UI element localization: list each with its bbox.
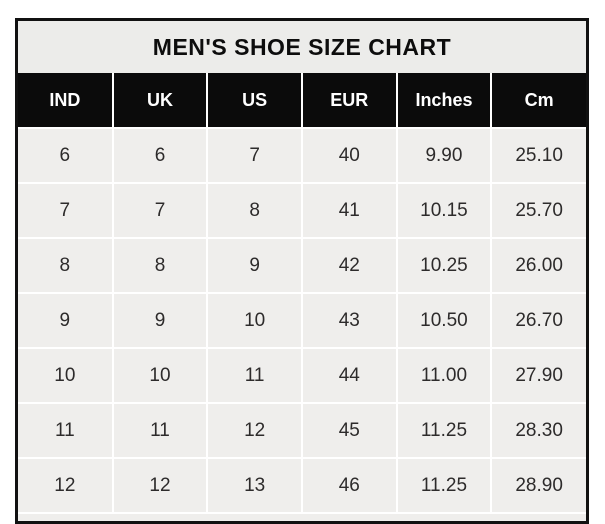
table-cell: 10.25 — [395, 237, 493, 294]
table-cell: 9 — [111, 292, 209, 349]
table-row: 12 12 13 46 11.25 28.90 — [18, 457, 586, 514]
table-cell: 10 — [206, 292, 303, 349]
header-row: IND UK US EUR Inches Cm — [18, 73, 586, 128]
table-row: 11 11 12 45 11.25 28.30 — [18, 402, 586, 459]
table-cell: 10 — [18, 347, 114, 404]
table-row: 7 7 8 41 10.15 25.70 — [18, 182, 586, 239]
table-cell: 28.90 — [490, 457, 586, 514]
column-header-inches: Inches — [395, 73, 493, 128]
table-cell: 12 — [111, 457, 209, 514]
table-cell: 28.30 — [490, 402, 586, 459]
table-cell: 26.70 — [490, 292, 586, 349]
table-cell: 11.25 — [395, 402, 493, 459]
table-cell: 10.50 — [395, 292, 493, 349]
table-cell: 43 — [300, 292, 398, 349]
column-header-ind: IND — [18, 73, 114, 128]
title-row: MEN'S SHOE SIZE CHART — [18, 21, 586, 73]
table-cell: 9.90 — [395, 127, 493, 184]
table-cell: 41 — [300, 182, 398, 239]
table-cell: 7 — [111, 182, 209, 239]
table-row: 8 8 9 42 10.25 26.00 — [18, 237, 586, 294]
table-cell: 9 — [206, 237, 303, 294]
table-cell: 40 — [300, 127, 398, 184]
table-row: 10 10 11 44 11.00 27.90 — [18, 347, 586, 404]
table-cell: 25.70 — [490, 182, 586, 239]
column-header-uk: UK — [111, 73, 209, 128]
table-cell: 11 — [18, 402, 114, 459]
spacer-row — [18, 512, 586, 521]
table-cell: 11.00 — [395, 347, 493, 404]
table-cell: 11 — [206, 347, 303, 404]
table-cell: 44 — [300, 347, 398, 404]
spacer-cell — [18, 512, 586, 521]
table-cell: 26.00 — [490, 237, 586, 294]
table-cell: 12 — [206, 402, 303, 459]
table-cell: 11 — [111, 402, 209, 459]
table-cell: 10 — [111, 347, 209, 404]
table-cell: 45 — [300, 402, 398, 459]
table-cell: 12 — [18, 457, 114, 514]
table-cell: 27.90 — [490, 347, 586, 404]
column-header-eur: EUR — [300, 73, 398, 128]
table-cell: 46 — [300, 457, 398, 514]
table-row: 6 6 7 40 9.90 25.10 — [18, 127, 586, 184]
table-cell: 9 — [18, 292, 114, 349]
table-cell: 25.10 — [490, 127, 586, 184]
table-cell: 6 — [111, 127, 209, 184]
table-cell: 6 — [18, 127, 114, 184]
table-cell: 11.25 — [395, 457, 493, 514]
column-header-us: US — [206, 73, 303, 128]
column-header-cm: Cm — [490, 73, 586, 128]
table-cell: 13 — [206, 457, 303, 514]
shoe-size-chart: MEN'S SHOE SIZE CHART IND UK US EUR Inch… — [15, 18, 589, 524]
table-cell: 8 — [18, 237, 114, 294]
table-row: 9 9 10 43 10.50 26.70 — [18, 292, 586, 349]
table-cell: 42 — [300, 237, 398, 294]
table-cell: 8 — [111, 237, 209, 294]
table-cell: 7 — [206, 127, 303, 184]
table-cell: 10.15 — [395, 182, 493, 239]
table-cell: 8 — [206, 182, 303, 239]
size-chart-table: MEN'S SHOE SIZE CHART IND UK US EUR Inch… — [18, 21, 586, 521]
chart-title: MEN'S SHOE SIZE CHART — [18, 21, 586, 73]
table-cell: 7 — [18, 182, 114, 239]
